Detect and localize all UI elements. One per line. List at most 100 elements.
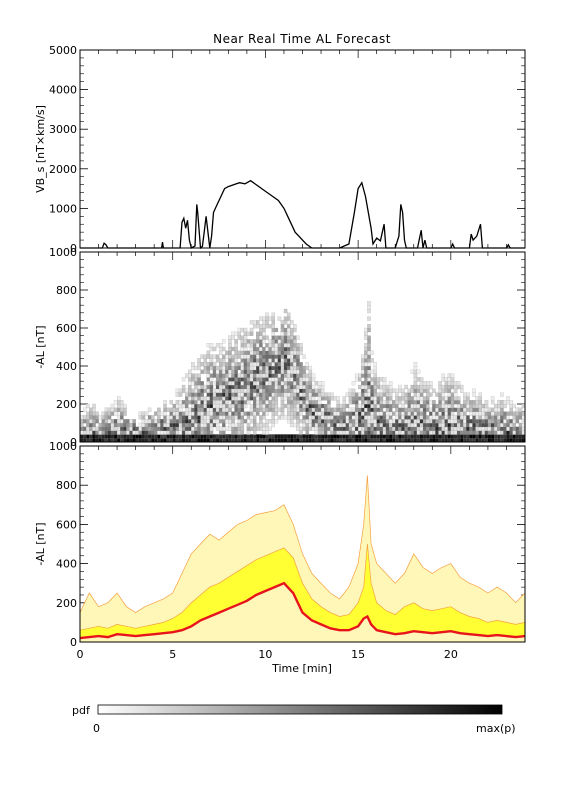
heatmap-cell — [243, 362, 248, 367]
heatmap-cell — [336, 411, 340, 416]
heatmap-cell — [385, 415, 390, 420]
heatmap-cell — [215, 419, 220, 424]
heatmap-cell — [432, 434, 436, 439]
heatmap-cell — [262, 324, 266, 329]
heatmap-cell — [450, 411, 455, 416]
heatmap-cell — [246, 377, 251, 382]
heatmap-cell — [509, 426, 513, 431]
heatmap-cell — [407, 407, 411, 412]
heatmap-cell — [280, 343, 285, 348]
heatmap-cell — [286, 377, 291, 382]
heatmap-cell — [212, 403, 217, 409]
y-tick-label: 600 — [56, 322, 77, 335]
heatmap-cell — [456, 430, 461, 435]
heatmap-cell — [184, 430, 189, 435]
heatmap-cell — [274, 327, 279, 333]
heatmap-cell — [311, 422, 316, 428]
heatmap-cell — [370, 422, 374, 428]
heatmap-cell — [351, 419, 356, 424]
heatmap-cell — [234, 392, 238, 397]
heatmap-cell — [382, 384, 387, 390]
heatmap-cell — [327, 419, 331, 424]
heatmap-cell — [262, 350, 266, 355]
heatmap-cell — [308, 384, 313, 390]
heatmap-cell — [225, 407, 229, 412]
heatmap-cell — [86, 403, 90, 409]
heatmap-cell — [89, 426, 93, 431]
heatmap-cell — [206, 369, 211, 374]
heatmap-cell — [342, 407, 347, 412]
heatmap-cell — [339, 415, 343, 420]
heatmap-cell — [500, 430, 504, 435]
heatmap-cell — [472, 434, 476, 439]
heatmap-cell — [265, 381, 269, 386]
heatmap-cell — [175, 392, 180, 397]
heatmap-cell — [361, 403, 365, 409]
heatmap-cell — [351, 422, 356, 428]
heatmap-cell — [293, 339, 297, 344]
heatmap-cell — [144, 422, 149, 428]
heatmap-cell — [376, 377, 381, 382]
heatmap-cell — [231, 377, 235, 382]
heatmap-cell — [160, 426, 164, 431]
y-tick-label: 800 — [56, 284, 77, 297]
heatmap-cell — [206, 403, 211, 409]
heatmap-cell — [290, 373, 294, 378]
heatmap-cell — [438, 426, 442, 431]
heatmap-cell — [487, 430, 492, 435]
heatmap-cell — [252, 343, 257, 348]
heatmap-cell — [354, 422, 359, 428]
heatmap-cell — [222, 381, 226, 386]
plot-frame — [79, 251, 526, 443]
heatmap-cell — [280, 324, 285, 329]
heatmap-cell — [120, 407, 124, 412]
heatmap-cell — [302, 407, 306, 412]
heatmap-cell — [228, 365, 232, 371]
heatmap-cell — [197, 388, 201, 393]
heatmap-cell — [324, 422, 328, 428]
heatmap-cell — [429, 419, 433, 424]
heatmap-cell — [324, 419, 328, 424]
heatmap-cell — [438, 422, 442, 428]
heatmap-cell — [212, 392, 217, 397]
heatmap-cell — [478, 415, 483, 420]
heatmap-cell — [373, 407, 377, 412]
heatmap-cell — [305, 362, 309, 367]
heatmap-cell — [370, 434, 374, 439]
heatmap-cell — [299, 400, 303, 405]
heatmap-cell — [453, 392, 458, 397]
heatmap-cell — [407, 392, 411, 397]
heatmap-cell — [286, 312, 291, 317]
heatmap-cell — [274, 377, 279, 382]
heatmap-cell — [181, 434, 186, 439]
heatmap-cell — [317, 422, 322, 428]
heatmap-cell — [354, 403, 359, 409]
heatmap-cell — [249, 339, 254, 344]
heatmap-cell — [379, 400, 384, 405]
heatmap-cell — [240, 327, 245, 333]
heatmap-cell — [184, 411, 189, 416]
heatmap-cell — [500, 434, 504, 439]
heatmap-cell — [104, 430, 109, 435]
heatmap-cell — [83, 426, 87, 431]
heatmap-cell — [419, 419, 424, 424]
heatmap-cell — [228, 415, 232, 420]
heatmap-cell — [472, 415, 476, 420]
heatmap-cell — [410, 422, 415, 428]
heatmap-cell — [460, 415, 464, 420]
heatmap-cell — [290, 388, 294, 393]
heatmap-cell — [191, 419, 195, 424]
heatmap-cell — [184, 392, 189, 397]
heatmap-cell — [453, 430, 458, 435]
heatmap-cell — [222, 377, 226, 382]
heatmap-cell — [271, 339, 275, 344]
heatmap-cell — [293, 343, 297, 348]
heatmap-cell — [243, 358, 248, 363]
heatmap-cell — [252, 400, 257, 405]
heatmap-cell — [296, 346, 300, 352]
heatmap-cell — [395, 392, 399, 397]
heatmap-cell — [299, 346, 303, 352]
heatmap-cell — [268, 400, 272, 405]
heatmap-cell — [151, 422, 155, 428]
heatmap-cell — [351, 411, 356, 416]
